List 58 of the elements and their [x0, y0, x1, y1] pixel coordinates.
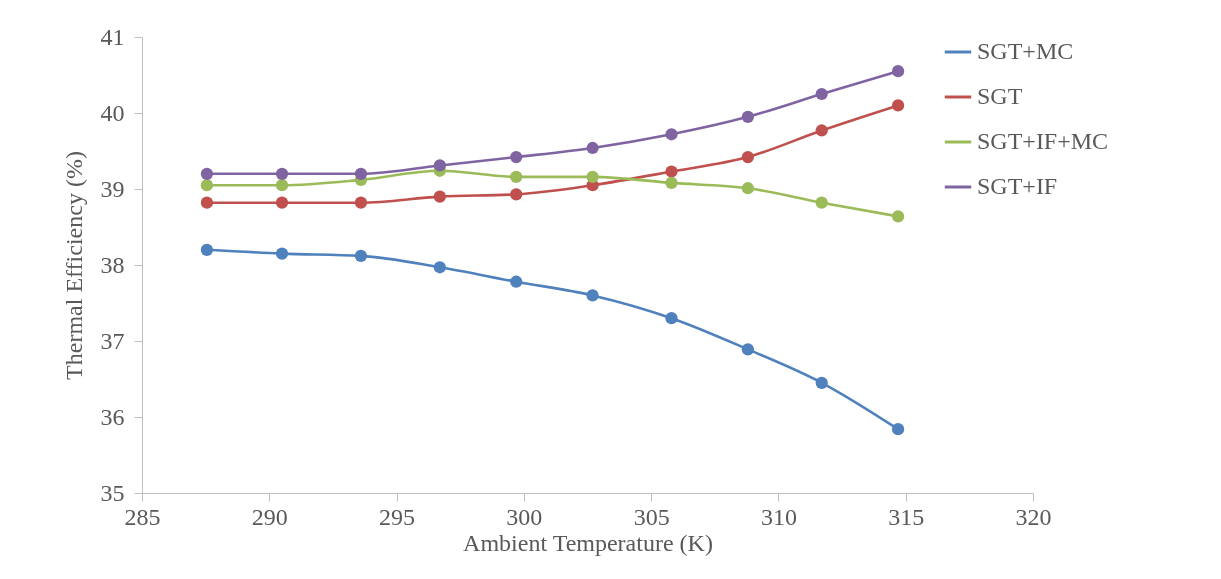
point — [354, 249, 368, 262]
point — [433, 159, 446, 172]
point — [586, 289, 599, 302]
point — [510, 150, 523, 164]
point — [891, 210, 905, 223]
point — [200, 196, 214, 209]
point — [891, 99, 905, 112]
x-tick-label: 315 — [888, 503, 925, 530]
point — [815, 196, 828, 209]
point — [275, 196, 289, 209]
point — [200, 243, 214, 256]
point — [586, 141, 599, 155]
y-tick-label: 40 — [100, 99, 125, 126]
y-tick-label: 36 — [100, 403, 125, 430]
legend-label: SGT+IF+MC — [977, 128, 1109, 154]
y-tick-label: 39 — [100, 175, 125, 202]
point — [275, 179, 289, 192]
x-tick-label: 320 — [1015, 503, 1052, 530]
x-tick-label: 305 — [633, 503, 670, 530]
x-tick-label: 295 — [379, 503, 416, 530]
y-tick-label: 37 — [100, 327, 125, 354]
point — [510, 170, 523, 183]
x-tick-label: 290 — [251, 503, 288, 530]
point — [665, 312, 678, 325]
point — [586, 170, 599, 183]
point — [665, 165, 678, 178]
point — [815, 124, 828, 137]
point — [510, 188, 523, 201]
x-tick-label: 300 — [506, 503, 543, 530]
point — [741, 150, 754, 164]
point — [665, 128, 678, 141]
point — [665, 176, 678, 190]
y-tick-label: 35 — [100, 479, 125, 506]
y-tick-label: 38 — [100, 251, 125, 278]
point — [433, 190, 446, 203]
point — [354, 167, 368, 180]
legend-label: SGT+IF — [977, 173, 1058, 199]
y-tick-label: 41 — [100, 23, 125, 50]
point — [741, 110, 754, 123]
x-tick-label: 310 — [760, 503, 797, 530]
x-tick-label: 285 — [124, 503, 161, 530]
point — [510, 275, 523, 288]
point — [891, 423, 905, 436]
point — [200, 179, 214, 192]
legend-label: SGT — [977, 83, 1023, 109]
legend-label: SGT+MC — [977, 38, 1074, 64]
point — [433, 261, 446, 274]
point — [741, 182, 754, 195]
point — [891, 65, 905, 78]
point — [275, 167, 289, 180]
y-axis-title: Thermal Efficiency (%) — [60, 151, 87, 380]
point — [815, 376, 828, 389]
point — [200, 167, 214, 180]
point — [354, 196, 368, 209]
point — [275, 247, 289, 260]
x-axis-title: Ambient Temperature (K) — [463, 529, 713, 556]
point — [815, 87, 828, 101]
point — [741, 343, 754, 356]
